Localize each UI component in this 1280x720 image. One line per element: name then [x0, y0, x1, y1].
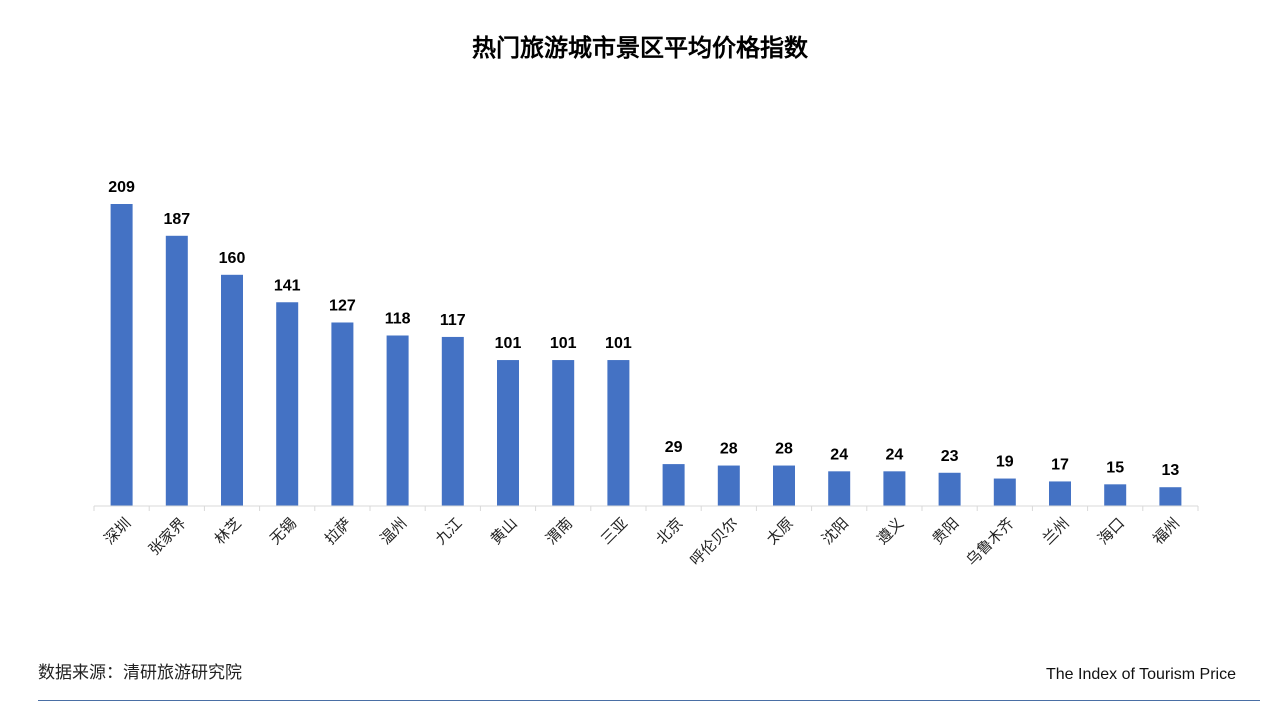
category-label: 太原 — [763, 514, 797, 548]
bar — [331, 322, 354, 506]
category-label: 兰州 — [1039, 514, 1073, 548]
category-label: 拉萨 — [321, 514, 355, 548]
bar — [221, 274, 243, 506]
data-label: 160 — [219, 250, 246, 267]
data-label: 101 — [605, 335, 632, 352]
bar — [497, 360, 519, 506]
category-label: 无锡 — [266, 514, 300, 548]
bar — [773, 465, 795, 506]
category-label: 温州 — [376, 514, 410, 548]
category-label: 呼伦贝尔 — [686, 514, 741, 569]
category-label: 北京 — [652, 514, 686, 548]
data-label: 118 — [385, 310, 411, 327]
bar — [386, 335, 409, 506]
data-label: 24 — [886, 446, 904, 463]
data-label: 117 — [440, 312, 466, 329]
data-label: 17 — [1051, 456, 1069, 473]
data-source-note: 数据来源：清研旅游研究院 — [38, 663, 242, 683]
category-label: 九江 — [432, 514, 466, 548]
category-label: 三亚 — [597, 514, 631, 548]
data-label: 101 — [495, 335, 522, 352]
category-label: 张家界 — [145, 514, 190, 559]
category-label: 深圳 — [100, 514, 134, 548]
footer-divider — [38, 700, 1260, 701]
bar — [441, 336, 464, 506]
bar — [165, 235, 188, 506]
chart-subtitle: The Index of Tourism Price — [1045, 666, 1236, 683]
bar — [1104, 484, 1127, 506]
data-label: 209 — [108, 179, 135, 196]
category-label: 林芝 — [211, 514, 245, 548]
bar — [1159, 487, 1182, 506]
category-label: 海口 — [1094, 514, 1128, 548]
bar — [1049, 481, 1071, 506]
category-label: 沈阳 — [818, 514, 852, 548]
bar — [276, 302, 299, 506]
data-label: 187 — [163, 211, 190, 228]
category-label: 黄山 — [487, 514, 521, 548]
bar — [993, 478, 1016, 506]
category-label: 渭南 — [542, 514, 576, 548]
data-label: 13 — [1162, 462, 1180, 479]
bar — [662, 464, 685, 506]
category-label: 乌鲁木齐 — [962, 514, 1017, 569]
data-label: 24 — [830, 446, 848, 463]
bars-group — [110, 204, 1182, 506]
bar — [552, 360, 575, 506]
bar — [110, 204, 133, 506]
data-label: 23 — [941, 448, 959, 465]
value-labels-group: 209 187 160 141 127 118 117 101 101 101 29 28 28 24 24… — [108, 179, 1179, 479]
data-label: 28 — [775, 441, 793, 458]
category-label: 遵义 — [873, 514, 907, 548]
category-labels-group: 深圳 张家界 林芝 无锡 拉萨 温州 九江 黄山 渭南 三亚 北京 呼伦贝尔 太原 沈阳 遵义 贵阳 乌鲁木齐兰… — [100, 514, 1183, 569]
data-label: 29 — [665, 439, 683, 456]
chart-title: 热门旅游城市景区平均价格指数 — [472, 34, 808, 62]
category-label: 福州 — [1149, 514, 1183, 548]
data-label: 101 — [550, 335, 577, 352]
data-label: 28 — [720, 441, 738, 458]
bar — [938, 472, 961, 506]
bar — [828, 471, 851, 506]
data-label: 19 — [996, 454, 1014, 471]
category-label: 贵阳 — [928, 514, 962, 548]
bar — [607, 360, 630, 506]
bar — [883, 471, 906, 506]
x-ticks-group — [93, 506, 1199, 511]
bar — [717, 465, 740, 506]
data-label: 127 — [329, 297, 356, 314]
data-label: 15 — [1106, 459, 1124, 476]
data-label: 141 — [274, 277, 301, 294]
